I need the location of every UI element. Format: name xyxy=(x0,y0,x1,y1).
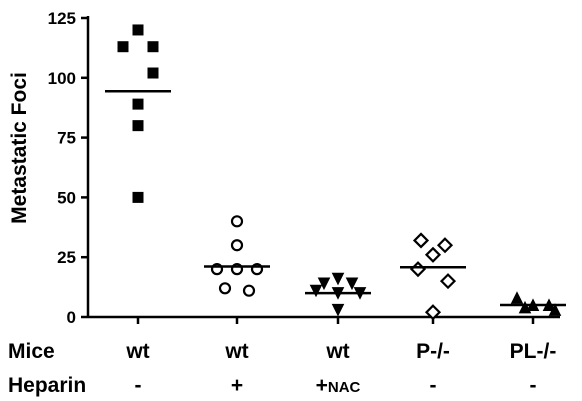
y-axis: 0 25 50 75 100 125 xyxy=(48,9,90,327)
data-point-triangle-down xyxy=(331,272,345,286)
y-tick-label: 0 xyxy=(67,308,76,327)
heparin-label: +NAC xyxy=(316,374,361,397)
data-point-diamond xyxy=(436,237,454,254)
heparin-label: - xyxy=(430,374,437,397)
data-point-diamond xyxy=(424,246,442,263)
mice-label: PL-/- xyxy=(510,340,557,363)
mice-label: wt xyxy=(125,340,149,363)
data-point-square xyxy=(147,67,159,79)
mice-label: P-/- xyxy=(416,340,450,363)
y-tick-label: 100 xyxy=(48,69,76,88)
data-point-circle xyxy=(242,284,256,297)
data-point-square xyxy=(132,98,144,110)
data-point-triangle-down xyxy=(317,277,331,291)
y-tick-label: 25 xyxy=(57,248,76,267)
data-point-circle xyxy=(218,282,232,295)
mean-lines xyxy=(105,89,566,307)
data-point-square xyxy=(132,24,144,36)
y-tick-label: 50 xyxy=(57,188,76,207)
data-point-square xyxy=(132,191,144,203)
mice-label: wt xyxy=(325,340,349,363)
data-point-diamond xyxy=(439,273,457,290)
row-label-heparin: Heparin xyxy=(8,374,86,397)
data-point-square xyxy=(117,41,129,53)
data-point-triangle-down xyxy=(345,277,359,291)
data-point-triangle-down xyxy=(309,284,323,298)
data-point-square xyxy=(147,41,159,53)
data-point-triangle-up xyxy=(518,300,532,314)
y-tick-label: 125 xyxy=(48,9,76,28)
data-point-triangle-up xyxy=(510,291,524,304)
mice-label: wt xyxy=(224,340,248,363)
data-point-diamond xyxy=(412,232,430,249)
y-axis-title: Metastatic Foci xyxy=(8,72,31,224)
row-label-mice: Mice xyxy=(8,340,55,363)
heparin-label: - xyxy=(530,374,537,397)
heparin-label: + xyxy=(231,374,243,397)
data-point-square xyxy=(132,120,144,132)
data-point-triangle-down xyxy=(331,303,345,317)
group-labels: Mice Heparin wt - wt + wt +NAC P-/- - PL-/- - xyxy=(8,340,556,397)
data-point-circle xyxy=(230,239,244,252)
data-marks xyxy=(117,24,562,321)
data-point-circle xyxy=(230,215,244,228)
data-point-triangle-up xyxy=(548,303,562,316)
data-point-diamond xyxy=(424,304,442,321)
y-tick-label: 75 xyxy=(57,129,76,148)
data-point-diamond xyxy=(409,261,427,278)
x-axis xyxy=(88,315,560,324)
heparin-label: - xyxy=(135,374,142,397)
